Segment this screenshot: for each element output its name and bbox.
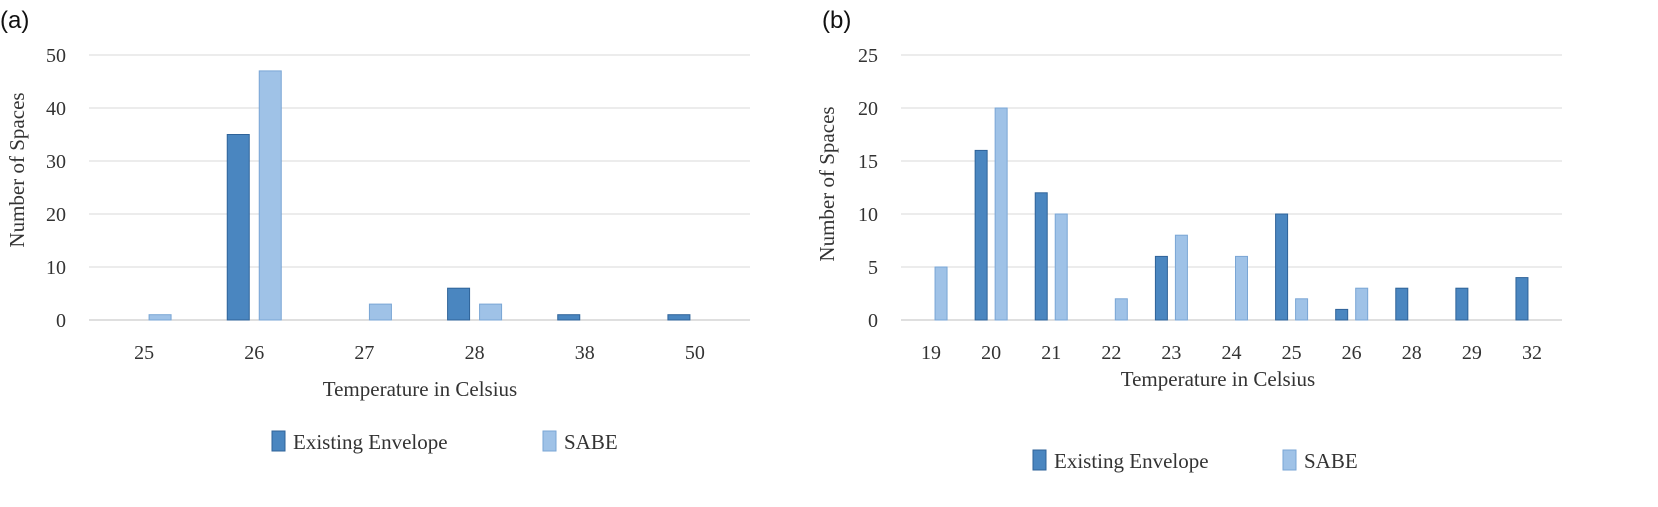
x-tick-label: 23	[1161, 342, 1181, 364]
y-tick-label: 20	[46, 204, 66, 226]
x-tick-label: 28	[1402, 342, 1422, 364]
x-tick-label: 20	[981, 342, 1001, 364]
x-tick-label: 27	[354, 342, 374, 364]
bar-existing-envelope	[1335, 308, 1349, 321]
y-tick-label: 40	[46, 98, 66, 120]
x-tick-label: 26	[1342, 342, 1362, 364]
chart-panel-a: (a) 0 10 20 30 40 50 25 26 27 28 38 50 Number of S…	[0, 7, 750, 454]
panel-label-a: (a)	[0, 7, 29, 34]
bars-a	[148, 70, 691, 321]
x-tick-label: 25	[1282, 342, 1302, 364]
x-tick-label: 26	[244, 342, 264, 364]
y-tick-labels-a: 0 10 20 30 40 50	[46, 45, 66, 332]
x-tick-label: 25	[134, 342, 154, 364]
bar-sabe	[1054, 213, 1068, 321]
y-tick-label: 10	[46, 257, 66, 279]
bar-sabe	[994, 107, 1008, 321]
x-tick-label: 24	[1222, 342, 1242, 364]
bar-sabe	[1235, 255, 1248, 321]
bar-existing-envelope	[667, 314, 691, 321]
y-tick-label: 10	[858, 204, 878, 226]
bar-sabe	[1174, 234, 1188, 321]
x-tick-label: 38	[575, 342, 595, 364]
y-tick-label: 15	[858, 151, 878, 173]
gridlines-b	[901, 54, 1562, 321]
bar-sabe	[258, 70, 282, 321]
x-axis-title-b: Temperature in Celsius	[1121, 367, 1315, 391]
y-tick-labels-b: 0 5 10 15 20 25	[858, 45, 878, 332]
y-tick-label: 25	[858, 45, 878, 67]
x-axis-title-a: Temperature in Celsius	[323, 377, 517, 401]
legend-b: Existing Envelope SABE	[1032, 449, 1358, 473]
y-axis-title-a: Number of Spaces	[5, 92, 29, 247]
bar-sabe	[934, 266, 948, 321]
bar-existing-envelope	[974, 149, 988, 321]
x-tick-label: 21	[1041, 342, 1061, 364]
x-tick-labels-b: 19 20 21 22 23 24 25 26 28 29 32	[921, 342, 1542, 364]
y-tick-label: 5	[868, 257, 878, 279]
x-tick-label: 28	[465, 342, 485, 364]
legend-a: Existing Envelope SABE	[271, 430, 618, 454]
x-tick-label: 29	[1462, 342, 1482, 364]
bar-existing-envelope	[557, 314, 581, 321]
legend-label-sabe-b: SABE	[1304, 449, 1358, 473]
bar-existing-envelope	[1154, 255, 1168, 321]
bar-existing-envelope	[1455, 287, 1469, 321]
legend-swatch-existing-b	[1032, 449, 1047, 471]
bar-sabe	[1355, 287, 1369, 321]
y-tick-label: 20	[858, 98, 878, 120]
bar-existing-envelope	[1395, 287, 1409, 321]
bar-sabe	[148, 314, 172, 321]
legend-label-existing-a: Existing Envelope	[293, 430, 448, 454]
bar-existing-envelope	[447, 287, 471, 321]
x-tick-label: 50	[685, 342, 705, 364]
x-tick-label: 22	[1101, 342, 1121, 364]
legend-label-existing-b: Existing Envelope	[1054, 449, 1209, 473]
bar-sabe	[1295, 298, 1309, 321]
bar-existing-envelope	[226, 134, 250, 321]
panel-label-b: (b)	[822, 7, 851, 34]
y-tick-label: 0	[868, 310, 878, 332]
y-tick-label: 50	[46, 45, 66, 67]
legend-label-sabe-a: SABE	[564, 430, 618, 454]
bar-existing-envelope	[1275, 213, 1289, 321]
bar-existing-envelope	[1034, 192, 1048, 321]
y-tick-label: 0	[56, 310, 66, 332]
x-tick-label: 32	[1522, 342, 1542, 364]
y-tick-label: 30	[46, 151, 66, 173]
chart-panel-b: (b) 0 5 10 15 20 25 19 20 21 22 23 24 25 26 28 29 32 Nu…	[815, 7, 1562, 473]
x-tick-label: 19	[921, 342, 941, 364]
legend-swatch-sabe-b	[1282, 449, 1297, 471]
bars-b	[934, 107, 1529, 321]
legend-swatch-sabe-a	[542, 430, 557, 452]
gridlines-a	[89, 54, 750, 321]
bar-sabe	[368, 303, 392, 321]
x-tick-labels-a: 25 26 27 28 38 50	[134, 342, 705, 364]
bar-sabe	[1114, 298, 1128, 321]
bar-sabe	[479, 303, 503, 321]
y-axis-title-b: Number of Spaces	[815, 106, 839, 261]
bar-existing-envelope	[1515, 277, 1529, 321]
legend-swatch-existing-a	[271, 430, 286, 452]
